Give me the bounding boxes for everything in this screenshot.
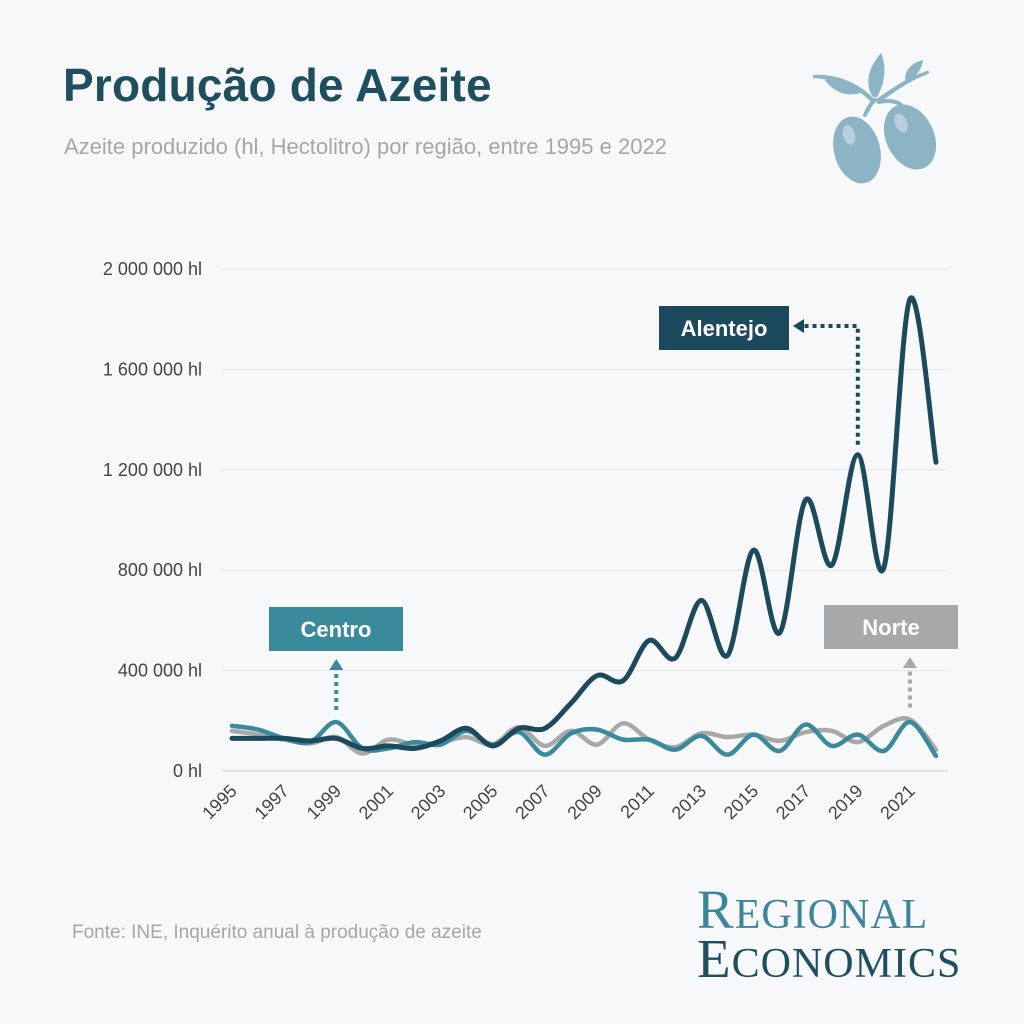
- source-note: Fonte: INE, Inquérito anual à produção d…: [72, 922, 482, 943]
- annotation-box-norte: [824, 605, 958, 649]
- annotations: Alentejo Centro Norte: [269, 306, 958, 711]
- series-lines: [229, 295, 939, 759]
- x-tick-label: 2017: [772, 781, 814, 823]
- y-axis-ticks: 0 hl 400 000 hl 800 000 hl 1 200 000 hl 1 60…: [103, 259, 202, 781]
- x-tick-label: 2015: [720, 781, 762, 823]
- x-tick-label: 2021: [876, 781, 918, 823]
- y-tick-label: 2 000 000 hl: [103, 259, 202, 279]
- chart-subtitle: Azeite produzido (hl, Hectolitro) por re…: [64, 134, 667, 159]
- annotation-arrow-norte: [902, 657, 917, 668]
- x-tick-label: 1995: [198, 781, 240, 823]
- series-line-centro: [229, 719, 939, 759]
- x-tick-label: 2001: [355, 781, 397, 823]
- x-tick-label: 2019: [824, 781, 866, 823]
- gridlines: [222, 268, 948, 772]
- annotation-label-alentejo: Alentejo: [681, 316, 768, 341]
- x-tick-label: 2009: [563, 781, 605, 823]
- annotation-arrow-centro: [329, 659, 344, 670]
- annotation-label-norte: Norte: [862, 615, 919, 640]
- annotation-box-centro: [269, 607, 403, 651]
- x-tick-label: 2011: [616, 781, 658, 823]
- y-tick-label: 1 200 000 hl: [103, 460, 202, 480]
- chart-title: Produção de Azeite: [63, 59, 492, 111]
- y-tick-label: 1 600 000 hl: [103, 359, 202, 379]
- x-tick-label: 1997: [251, 781, 293, 823]
- annotation-box-alentejo: [659, 306, 789, 350]
- x-tick-label: 1999: [303, 781, 345, 823]
- brand-cap-1: R: [697, 879, 735, 940]
- x-axis-ticks: 1995 1997 1999 2001 2003 2005 2007 2009 2011 2013…: [198, 781, 918, 823]
- series-line-alentejo: [229, 295, 939, 752]
- annotation-leader-alentejo: [803, 324, 860, 445]
- brand-logo: REGIONAL ECONOMICS: [697, 882, 961, 986]
- x-tick-label: 2005: [459, 781, 501, 823]
- y-tick-label: 0 hl: [173, 761, 202, 781]
- x-tick-label: 2007: [511, 781, 553, 823]
- brand-rest-1: EGIONAL: [734, 892, 929, 938]
- y-tick-label: 400 000 hl: [118, 661, 202, 681]
- brand-cap-2: E: [697, 928, 732, 989]
- y-tick-label: 800 000 hl: [118, 560, 202, 580]
- x-tick-label: 2003: [407, 781, 449, 823]
- annotation-arrow-alentejo: [793, 319, 804, 333]
- annotation-label-centro: Centro: [301, 617, 372, 642]
- x-tick-label: 2013: [668, 781, 710, 823]
- olive-branch-icon: [813, 53, 937, 184]
- brand-rest-2: CONOMICS: [731, 941, 962, 987]
